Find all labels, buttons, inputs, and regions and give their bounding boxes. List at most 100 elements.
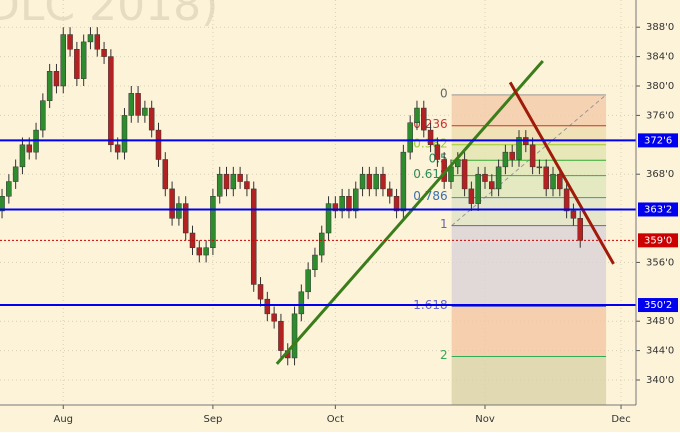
candle-body [176, 203, 182, 219]
candle-body [216, 173, 223, 197]
candle-body [380, 173, 386, 190]
candle-body [332, 203, 339, 212]
candle-body [407, 122, 413, 153]
candle-body [461, 159, 468, 190]
candle-body [563, 188, 570, 212]
candle-body [182, 203, 189, 234]
candle-body [557, 173, 563, 190]
level-label: 350'2 [644, 300, 672, 311]
candle-body [359, 173, 366, 190]
candle-body [250, 188, 257, 285]
candle-body [148, 107, 155, 131]
candle-body [196, 247, 203, 256]
y-tick-label: 380'0 [646, 81, 674, 92]
candle-body [387, 188, 393, 197]
candle-body [223, 173, 230, 190]
trend-line [508, 81, 615, 265]
candle-body [74, 48, 80, 79]
candle-body [543, 166, 549, 190]
candle-body [298, 291, 305, 315]
y-tick-label: 356'0 [646, 257, 674, 268]
x-tick-label: Dec [611, 414, 630, 425]
fib-band [451, 175, 607, 198]
level-label-box [638, 298, 678, 313]
candle-body [0, 196, 5, 212]
candle-body [339, 196, 345, 212]
candle-body [128, 93, 135, 116]
candle-body [87, 34, 94, 43]
y-tick-label: 376'0 [646, 110, 674, 121]
x-tick-label: Aug [53, 414, 73, 425]
candle-body [6, 181, 12, 197]
candle-body [325, 203, 332, 234]
y-tick-label: 340'0 [646, 375, 674, 386]
candle-body [155, 129, 162, 160]
x-tick-label: Nov [475, 414, 495, 425]
level-label: 359'0 [644, 235, 672, 246]
level-label: 372'6 [644, 135, 672, 146]
candle-body [271, 313, 277, 322]
candle-body [427, 129, 434, 146]
candle-body [312, 254, 318, 271]
candle-body [434, 144, 441, 160]
candle-body [67, 34, 73, 50]
level-label-box [638, 202, 678, 217]
fib-band [451, 125, 607, 145]
fib-band [451, 144, 607, 161]
candle-body [536, 166, 543, 169]
candle-body [19, 144, 26, 168]
candle-body [114, 144, 121, 153]
candle-body [353, 188, 359, 212]
y-tick-label: 368'0 [646, 169, 674, 180]
candle-body [169, 188, 175, 219]
candle-body [162, 159, 169, 190]
candle-body [318, 232, 325, 256]
fib-band [451, 356, 607, 405]
candle-body [142, 107, 148, 116]
candle-body [393, 196, 400, 212]
y-tick-label: 344'0 [646, 346, 674, 357]
fib-level-label: 0 [440, 86, 448, 100]
candle-body [46, 71, 53, 101]
candle-body [550, 173, 556, 190]
x-tick-label: Oct [327, 414, 344, 425]
candle-body [237, 173, 243, 182]
candle-body [135, 93, 141, 116]
candle-body [346, 196, 352, 212]
candle-body [210, 196, 216, 248]
candle-body [577, 218, 583, 241]
fib-level-label: 1 [440, 217, 448, 231]
candle-body [468, 188, 475, 204]
candle-body [53, 71, 60, 87]
candle-body [495, 166, 502, 190]
candle-body [489, 181, 495, 190]
candle-body [278, 320, 284, 351]
fib-band [451, 94, 607, 126]
candle-body [516, 137, 522, 160]
candle-body [475, 173, 481, 204]
candle-body [291, 313, 298, 359]
candle-body [502, 151, 509, 168]
fib-band [451, 306, 607, 357]
level-label-box [638, 233, 678, 248]
y-tick-label: 384'0 [646, 52, 674, 63]
candle-body [101, 48, 107, 57]
candle-body [373, 173, 379, 190]
candle-body [264, 298, 271, 315]
candle-body [509, 151, 515, 160]
candle-body [366, 173, 373, 190]
candle-body [94, 34, 101, 50]
candle-body [414, 107, 420, 123]
y-tick-label: 348'0 [646, 316, 674, 327]
level-label-box [638, 133, 678, 148]
candle-body [203, 247, 209, 256]
fib-level-label: 2 [440, 348, 448, 362]
candle-body [108, 56, 114, 146]
candle-body [305, 269, 311, 293]
candle-body [570, 210, 577, 219]
level-label: 363'2 [644, 204, 672, 215]
candle-body [230, 173, 237, 190]
candle-body [482, 173, 488, 182]
y-tick-label: 388'0 [646, 22, 674, 33]
